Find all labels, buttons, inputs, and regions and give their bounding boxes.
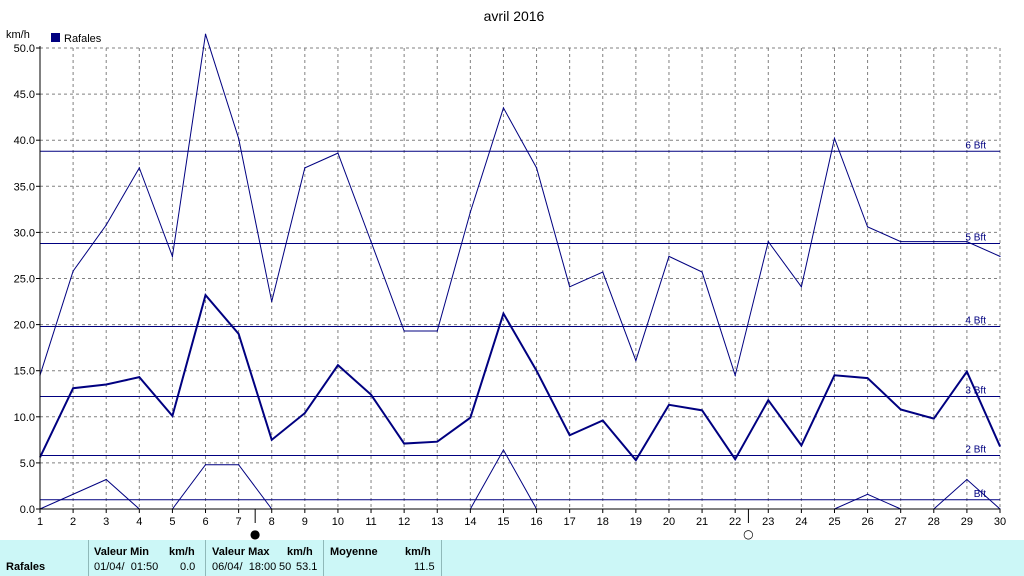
x-tick-label: 28: [928, 516, 940, 528]
y-tick-label: 0.0: [20, 504, 35, 516]
x-tick-label: 12: [398, 516, 410, 528]
min-date: 01/04/ 01:50: [94, 561, 159, 573]
x-tick-label: 23: [762, 516, 774, 528]
stats-row-label: Rafales: [6, 561, 46, 573]
x-tick-label: 8: [269, 516, 275, 528]
series-line-min: [469, 448, 537, 510]
beaufort-label: Bft: [974, 489, 986, 500]
x-tick-label: 19: [630, 516, 642, 528]
x-tick-label: 4: [136, 516, 142, 528]
y-tick-label: 40.0: [14, 135, 35, 147]
x-tick-label: 2: [70, 516, 76, 528]
moon-phase-icon: ○: [743, 527, 753, 540]
x-tick-label: 10: [332, 516, 344, 528]
y-tick-label: 25.0: [14, 274, 35, 286]
y-tick-label: 35.0: [14, 181, 35, 193]
x-tick-label: 13: [431, 516, 443, 528]
x-tick-label: 1: [37, 516, 43, 528]
x-tick-label: 22: [729, 516, 741, 528]
x-tick-label: 20: [663, 516, 675, 528]
x-tick-label: 29: [961, 516, 973, 528]
x-tick-label: 16: [530, 516, 542, 528]
moon-phases: ● ○: [250, 509, 754, 540]
min-value: 0.0: [180, 561, 196, 573]
y-tick-label: 10.0: [14, 412, 35, 424]
x-tick-label: 30: [994, 516, 1006, 528]
min-unit: km/h: [169, 546, 195, 558]
y-tick-label: 20.0: [14, 320, 35, 332]
stats-panel: Rafales Valeur Min km/h 01/04/ 01:50 0.0…: [0, 540, 1024, 576]
stats-divider: [88, 540, 89, 576]
legend-label: Rafales: [64, 33, 102, 45]
avg-unit: km/h: [405, 546, 431, 558]
stats-divider: [323, 540, 324, 576]
x-tick-label: 5: [169, 516, 175, 528]
min-header: Valeur Min: [94, 546, 150, 558]
x-tick-label: 9: [302, 516, 308, 528]
legend-swatch: [51, 33, 60, 42]
y-tick-label: 30.0: [14, 227, 35, 239]
grid-lines: [39, 47, 1001, 510]
max-date: 06/04/ 18:00: [212, 561, 277, 573]
beaufort-label: 2 Bft: [965, 445, 986, 456]
beaufort-label: 4 Bft: [965, 315, 986, 326]
x-tick-label: 11: [365, 516, 376, 528]
stats-divider: [441, 540, 442, 576]
x-tick-label: 17: [564, 516, 576, 528]
x-tick-label: 24: [795, 516, 807, 528]
tick-labels: 0.0 5.0 10.0 15.0 20.0 25.0 30.0 35.0 40.0 45.0 50…: [14, 43, 1007, 528]
beaufort-label: 5 Bft: [965, 232, 986, 243]
x-tick-label: 6: [202, 516, 208, 528]
series-line-max: [39, 34, 1001, 378]
chart-title: avril 2016: [484, 8, 545, 24]
series-line-average: [39, 293, 1001, 462]
x-tick-label: 26: [861, 516, 873, 528]
series-line-min: [39, 464, 273, 510]
x-tick-label: 7: [236, 516, 242, 528]
x-tick-label: 14: [464, 516, 476, 528]
y-tick-label: 45.0: [14, 89, 35, 101]
stats-divider: [205, 540, 206, 576]
y-tick-label: 5.0: [20, 458, 35, 470]
x-tick-label: 27: [895, 516, 907, 528]
beaufort-label: 6 Bft: [965, 140, 986, 151]
max-unit: km/h: [287, 546, 313, 558]
series-layer: [39, 33, 1001, 510]
max-value: 53.1: [296, 561, 318, 573]
x-tick-label: 18: [597, 516, 609, 528]
x-tick-label: 3: [103, 516, 109, 528]
avg-header: Moyenne: [330, 546, 378, 558]
y-axis-unit: km/h: [6, 29, 30, 41]
y-tick-label: 15.0: [14, 366, 35, 378]
x-tick-label: 21: [696, 516, 708, 528]
moon-phase-icon: ●: [250, 527, 260, 540]
x-tick-label: 25: [828, 516, 840, 528]
y-tick-label: 50.0: [14, 43, 35, 55]
max-header: Valeur Max: [212, 546, 270, 558]
x-tick-label: 15: [497, 516, 509, 528]
avg-value: 11.5: [414, 561, 435, 573]
axes: [39, 46, 1000, 510]
max-date-suffix: 50: [279, 561, 292, 573]
